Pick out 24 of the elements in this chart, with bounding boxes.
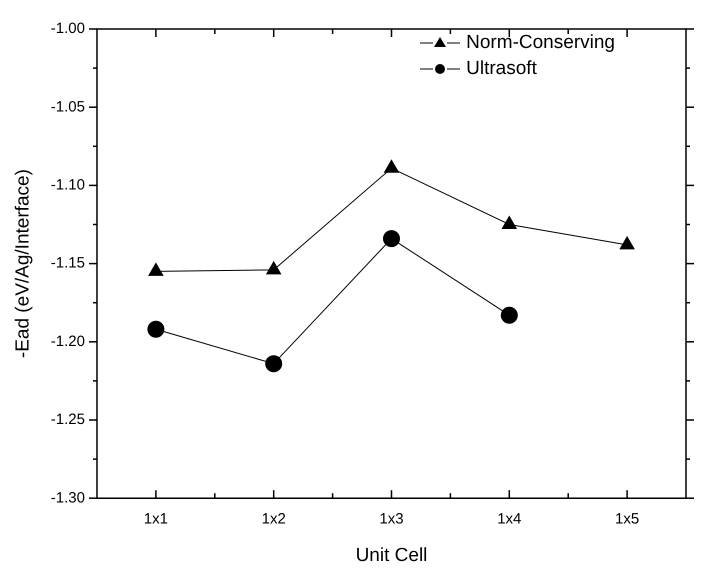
- point: [620, 236, 635, 250]
- y-tick-label: -1.10: [50, 176, 85, 194]
- y-tick-label: -1.25: [50, 411, 85, 428]
- point: [265, 355, 282, 372]
- point: [500, 306, 518, 324]
- x-tick-label: 1x2: [262, 510, 286, 528]
- x-tick-label: 1x5: [615, 510, 640, 528]
- x-tick-label: 1x1: [144, 510, 168, 528]
- y-tick-label: -1.00: [50, 20, 85, 38]
- y-tick-label: -1.05: [50, 98, 85, 116]
- y-axis-title: -Ead (eV/Ag/Interface): [12, 169, 34, 358]
- point: [266, 261, 282, 274]
- point: [147, 320, 164, 338]
- y-tick-label: -1.20: [50, 332, 85, 350]
- point: [502, 216, 517, 229]
- point: [384, 160, 399, 173]
- legend-label: Ultrasoft: [466, 58, 537, 79]
- x-axis-title: Unit Cell: [356, 544, 428, 566]
- y-tick-label: -1.15: [50, 254, 85, 272]
- legend-label: Norm-Conserving: [466, 32, 615, 53]
- x-tick-label: 1x3: [379, 510, 404, 528]
- point: [148, 262, 164, 276]
- y-tick-label: -1.30: [50, 489, 85, 506]
- x-tick-label: 1x4: [497, 510, 522, 528]
